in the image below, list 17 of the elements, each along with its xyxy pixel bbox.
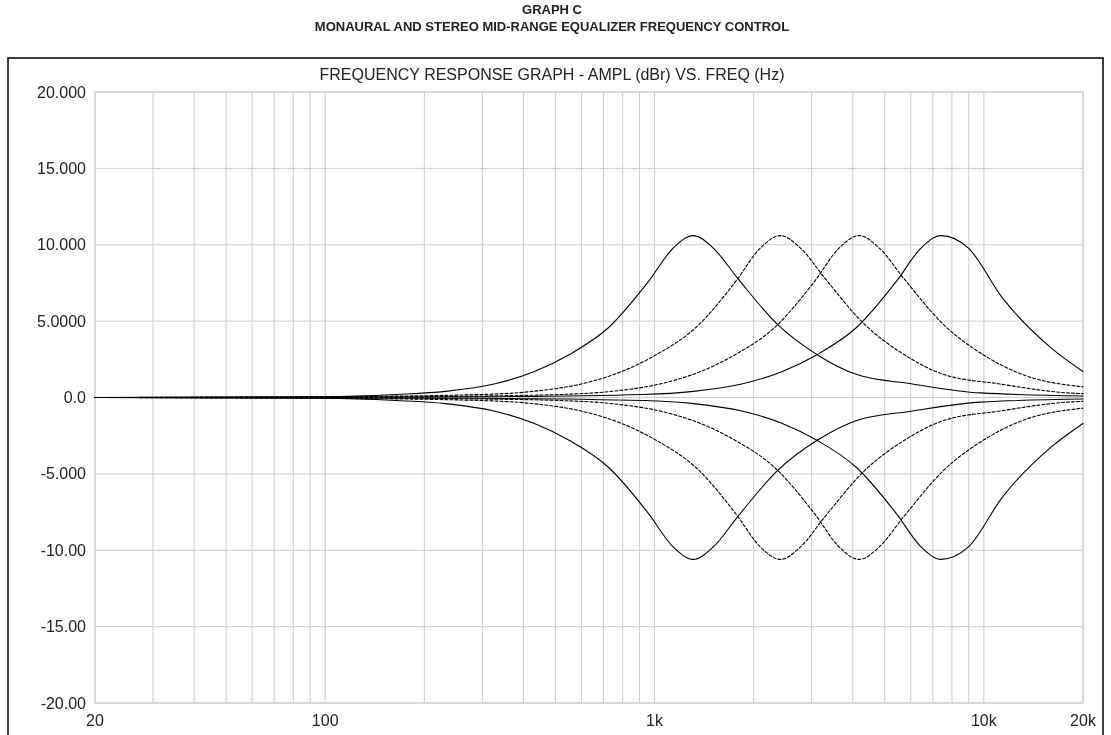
x-tick-label: 20 (86, 712, 104, 729)
x-tick-label: 20k (1070, 712, 1097, 729)
y-tick-label: -15.00 (40, 618, 87, 636)
y-tick-label: 10.000 (37, 236, 87, 254)
text: FREQUENCY RESPONSE GRAPH - AMPL (dBr) VS. FREQ (Hz) (319, 66, 785, 83)
y-tick-label: -5.000 (40, 465, 87, 483)
chart-title: GRAPH C (522, 2, 583, 17)
x-tick-label: 1k (646, 712, 664, 729)
y-tick-label: -20.00 (40, 694, 87, 712)
y-tick-label: -10.00 (40, 541, 87, 559)
y-tick-label: 0.0 (63, 389, 87, 407)
x-tick-label: 100 (311, 712, 339, 729)
y-tick-label: 15.000 (37, 159, 87, 177)
chart-subtitle: MONAURAL AND STEREO MID-RANGE EQUALIZER FREQUENCY CONTROL (314, 19, 790, 34)
y-tick-label: 20.000 (37, 83, 87, 101)
x-tick-label: 10k (970, 712, 998, 729)
y-tick-label: 5.0000 (37, 312, 87, 330)
